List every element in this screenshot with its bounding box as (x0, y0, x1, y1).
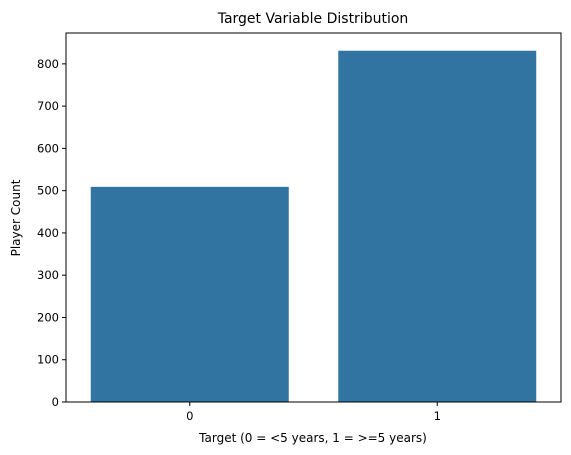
plot-frame (65, 32, 562, 403)
y-tick-label: 300 (37, 268, 59, 282)
chart-title: Target Variable Distribution (217, 11, 409, 27)
y-tick-label: 700 (37, 99, 59, 113)
bar-1 (338, 50, 537, 403)
bars-group (90, 50, 537, 403)
y-tick-label: 500 (37, 184, 59, 198)
y-axis-ticks: 0 100 200 300 400 500 600 700 800 (37, 57, 66, 409)
x-tick-label: 0 (186, 409, 193, 423)
y-tick-label: 800 (37, 57, 59, 71)
bar-0 (90, 186, 289, 402)
y-tick-label: 600 (37, 141, 59, 155)
y-tick-label: 0 (52, 395, 59, 409)
y-axis-label: Player Count (9, 179, 23, 256)
x-tick-label: 1 (434, 409, 441, 423)
x-axis-label: Target (0 = <5 years, 1 = >=5 years) (198, 431, 427, 445)
y-tick-label: 100 (37, 353, 59, 367)
y-tick-label: 200 (37, 310, 59, 324)
y-tick-label: 400 (37, 226, 59, 240)
